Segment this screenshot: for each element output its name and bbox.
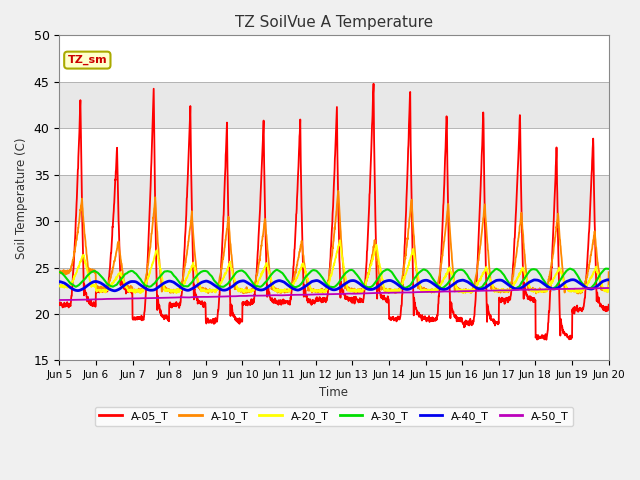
Bar	[60, 267, 609, 314]
Bar	[60, 36, 609, 82]
Bar	[60, 128, 609, 175]
Legend: A-05_T, A-10_T, A-20_T, A-30_T, A-40_T, A-50_T: A-05_T, A-10_T, A-20_T, A-30_T, A-40_T, …	[95, 407, 573, 426]
Bar	[60, 82, 609, 128]
Bar	[60, 175, 609, 221]
Text: TZ_sm: TZ_sm	[67, 55, 107, 65]
X-axis label: Time: Time	[319, 386, 349, 399]
Bar	[60, 314, 609, 360]
Bar	[60, 221, 609, 267]
Y-axis label: Soil Temperature (C): Soil Temperature (C)	[15, 137, 28, 259]
Title: TZ SoilVue A Temperature: TZ SoilVue A Temperature	[235, 15, 433, 30]
